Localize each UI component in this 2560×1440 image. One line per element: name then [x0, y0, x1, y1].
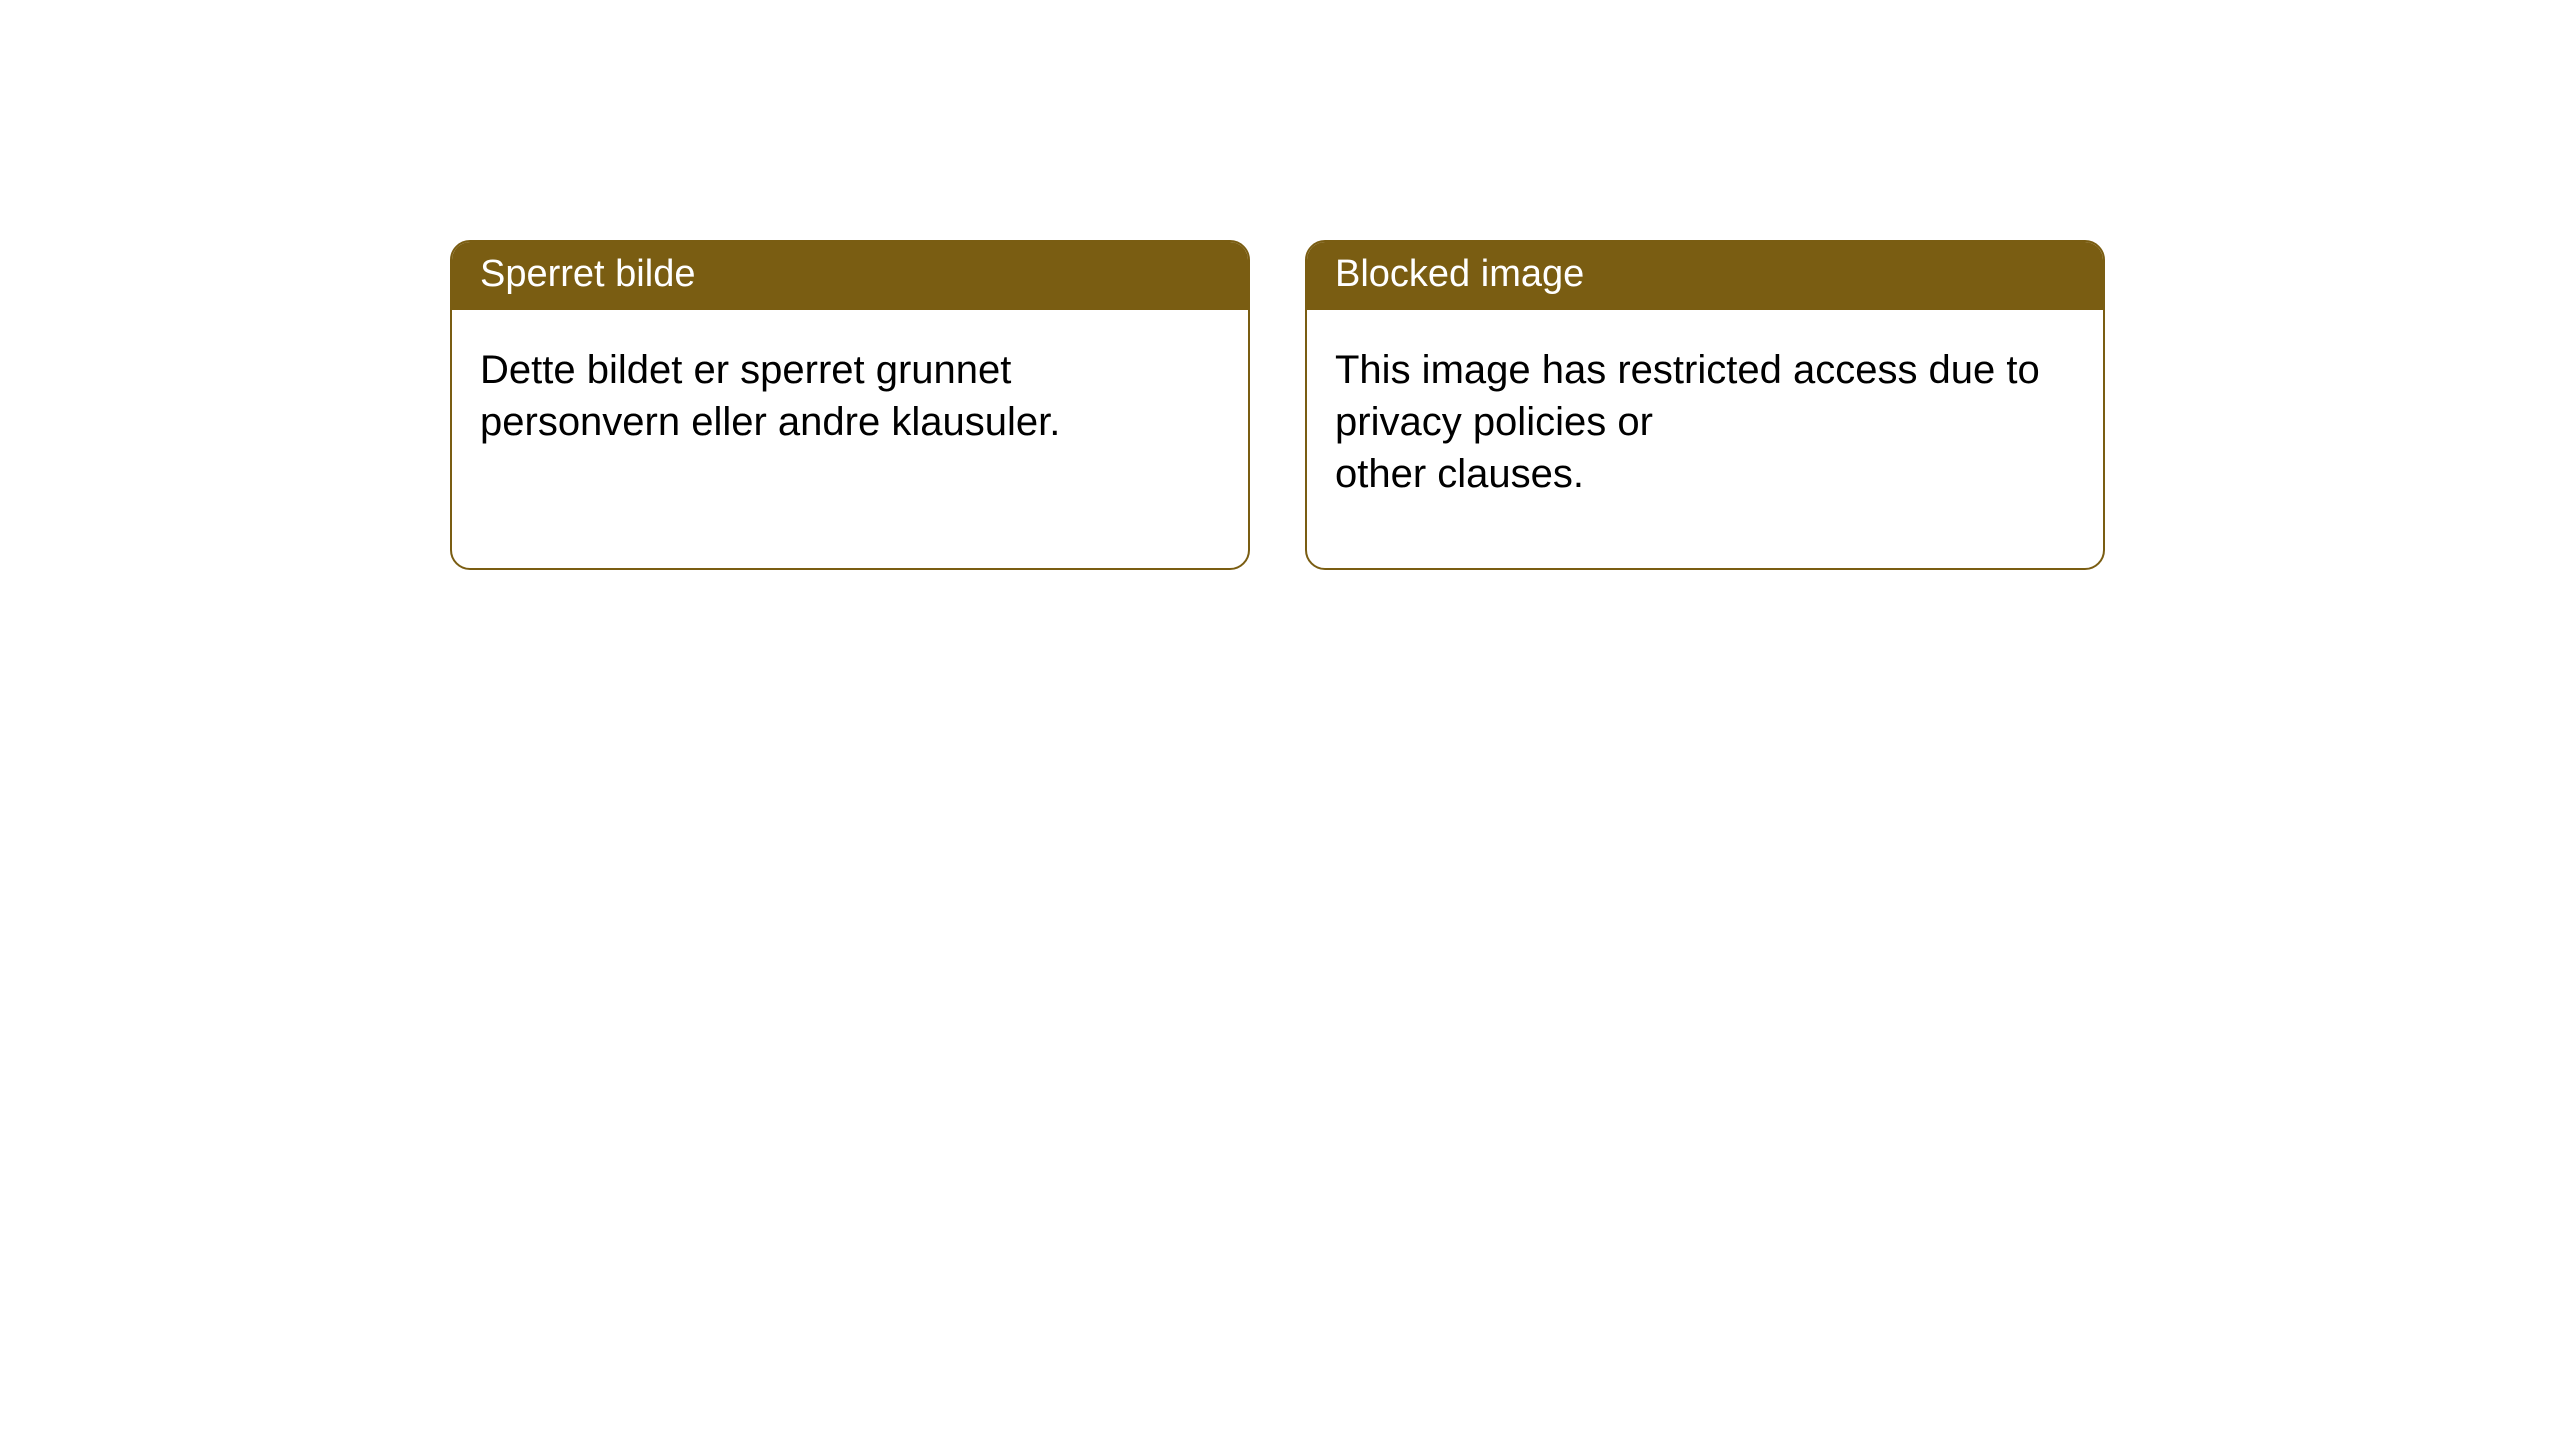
notice-card-english: Blocked image This image has restricted …: [1305, 240, 2105, 570]
notice-card-body: This image has restricted access due to …: [1307, 310, 2103, 520]
notice-card-title: Sperret bilde: [452, 242, 1248, 310]
notice-cards-row: Sperret bilde Dette bildet er sperret gr…: [450, 240, 2105, 570]
notice-card-body: Dette bildet er sperret grunnet personve…: [452, 310, 1248, 468]
notice-card-title: Blocked image: [1307, 242, 2103, 310]
notice-card-norwegian: Sperret bilde Dette bildet er sperret gr…: [450, 240, 1250, 570]
